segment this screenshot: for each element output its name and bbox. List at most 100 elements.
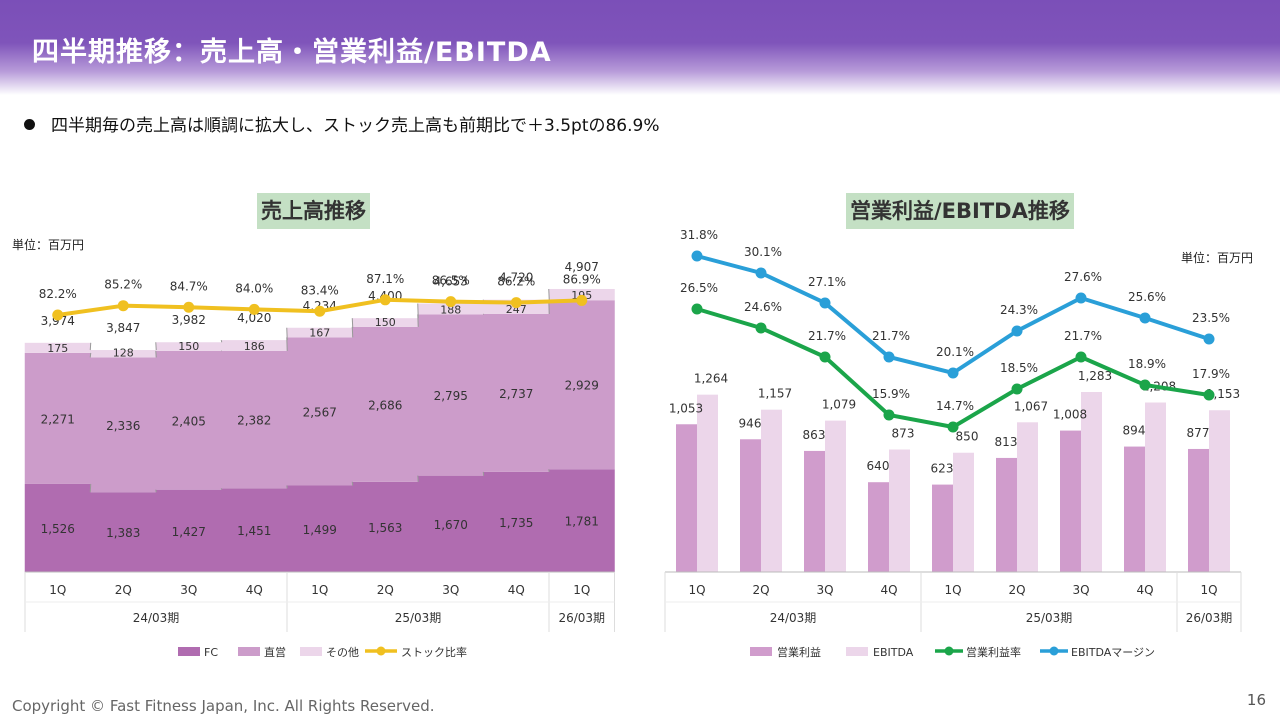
other-connector-line	[286, 327, 288, 341]
operating-profit-rate-point	[819, 351, 831, 363]
ebitda-margin-point	[1075, 292, 1087, 304]
profit-legend-label: 営業利益	[777, 645, 821, 659]
sales-legend-swatch	[178, 647, 200, 656]
operating-profit-label: 946	[739, 416, 762, 430]
stock-ratio-label: 82.2%	[39, 287, 77, 301]
operating-profit-rate-point	[755, 322, 767, 334]
ebitda-margin-label: 21.7%	[872, 329, 910, 343]
operating-profit-bar	[1060, 430, 1081, 572]
profit-tick-label: 4Q	[880, 583, 897, 597]
ebitda-label: 1,157	[758, 387, 792, 401]
profit-tick-label: 2Q	[1008, 583, 1025, 597]
fc-value-label: 1,735	[499, 516, 533, 530]
direct-value-label: 2,686	[368, 398, 402, 412]
ebitda-margin-point	[1203, 333, 1215, 345]
stock-ratio-point	[248, 303, 260, 315]
fc-bar	[417, 475, 484, 572]
copyright-text: Copyright © Fast Fitness Japan, Inc. All…	[12, 697, 435, 715]
summary-text: 四半期毎の売上高は順調に拡大し、ストック売上高も前期比で＋3.5ptの86.9%	[51, 116, 660, 136]
profit-legend-label: 営業利益率	[966, 645, 1021, 659]
operating-profit-rate-label: 18.9%	[1128, 357, 1166, 371]
sales-tick-label: 4Q	[246, 583, 263, 597]
direct-connector-line	[155, 350, 157, 358]
ebitda-bar	[1209, 410, 1230, 572]
other-value-label: 247	[506, 303, 527, 316]
operating-profit-bar	[868, 482, 889, 572]
other-connector-line	[220, 339, 223, 343]
profit-legend-swatch	[846, 647, 868, 656]
profit-tick-label: 1Q	[1200, 583, 1217, 597]
profit-tick-label: 3Q	[1072, 583, 1089, 597]
other-value-label: 167	[309, 326, 330, 339]
other-value-label: 175	[47, 342, 68, 355]
direct-bar	[90, 357, 157, 493]
profit-group-label: 24/03期	[770, 611, 817, 625]
operating-profit-rate-label: 14.7%	[936, 399, 974, 413]
direct-value-label: 2,382	[237, 414, 271, 428]
sales-chart-title: 売上高推移	[257, 193, 370, 229]
fc-connector-line	[417, 475, 419, 482]
ebitda-margin-label: 24.3%	[1000, 303, 1038, 317]
operating-profit-bar	[996, 457, 1017, 572]
page-title: 四半期推移：売上高・営業利益/EBITDA	[32, 37, 552, 68]
operating-profit-rate-point	[1139, 379, 1151, 391]
operating-profit-rate-point	[883, 409, 895, 421]
ebitda-label: 1,067	[1014, 399, 1048, 413]
ebitda-bar	[761, 409, 782, 572]
ebitda-margin-point	[755, 267, 767, 279]
sales-group-label: 24/03期	[133, 611, 180, 625]
stock-ratio-label: 87.1%	[366, 272, 404, 286]
stock-ratio-label: 86.2%	[497, 275, 535, 289]
fc-bar	[221, 488, 288, 572]
sales-group-label: 26/03期	[558, 611, 605, 625]
operating-profit-bar	[1188, 448, 1209, 572]
ebitda-margin-label: 20.1%	[936, 345, 974, 359]
total-value-label: 3,847	[106, 321, 140, 335]
operating-profit-rate-label: 17.9%	[1192, 367, 1230, 381]
ebitda-margin-point	[1139, 312, 1151, 324]
operating-profit-label: 863	[803, 428, 826, 442]
operating-profit-label: 1,008	[1053, 408, 1087, 422]
total-value-label: 4,020	[237, 311, 271, 325]
other-bar	[24, 342, 91, 353]
direct-bar	[483, 313, 550, 472]
fc-value-label: 1,781	[565, 515, 599, 529]
fc-connector-line	[155, 489, 157, 493]
ebitda-label: 1,283	[1078, 369, 1112, 383]
direct-bar	[417, 314, 484, 476]
direct-bar	[155, 350, 222, 490]
other-bar	[221, 340, 288, 351]
operating-profit-label: 623	[931, 462, 954, 476]
direct-value-label: 2,271	[41, 412, 75, 426]
sales-tick-label: 2Q	[115, 583, 132, 597]
sales-unit-label: 単位：百万円	[12, 238, 85, 252]
direct-connector-line	[351, 326, 354, 338]
sales-legend-swatch	[300, 647, 322, 656]
sales-legend-swatch	[238, 647, 260, 656]
page-number: 16	[1246, 691, 1266, 709]
operating-profit-label: 640	[867, 459, 890, 473]
sales-group-label: 25/03期	[395, 611, 442, 625]
operating-profit-rate-label: 18.5%	[1000, 361, 1038, 375]
profit-tick-label: 4Q	[1136, 583, 1153, 597]
fc-value-label: 1,499	[303, 523, 337, 537]
direct-value-label: 2,929	[565, 379, 599, 393]
ebitda-bar	[1081, 391, 1102, 572]
other-bar	[155, 342, 222, 351]
profit-legend-label: EBITDA	[873, 646, 914, 659]
operating-profit-label: 894	[1123, 424, 1146, 438]
stock-ratio-point	[510, 297, 522, 309]
fc-value-label: 1,427	[172, 525, 206, 539]
operating-profit-label: 877	[1187, 426, 1210, 440]
profit-tick-label: 2Q	[752, 583, 769, 597]
stock-ratio-point	[183, 301, 195, 313]
ebitda-bar	[1145, 402, 1166, 572]
other-bar	[417, 303, 484, 315]
sales-legend-label: その他	[326, 646, 359, 659]
operating-profit-label: 1,053	[669, 401, 703, 415]
operating-profit-bar	[1124, 446, 1145, 572]
ebitda-margin-label: 27.1%	[808, 275, 846, 289]
profit-chart-title: 営業利益/EBITDA推移	[846, 193, 1074, 229]
fc-connector-line	[548, 469, 550, 472]
ebitda-bar	[697, 394, 718, 572]
